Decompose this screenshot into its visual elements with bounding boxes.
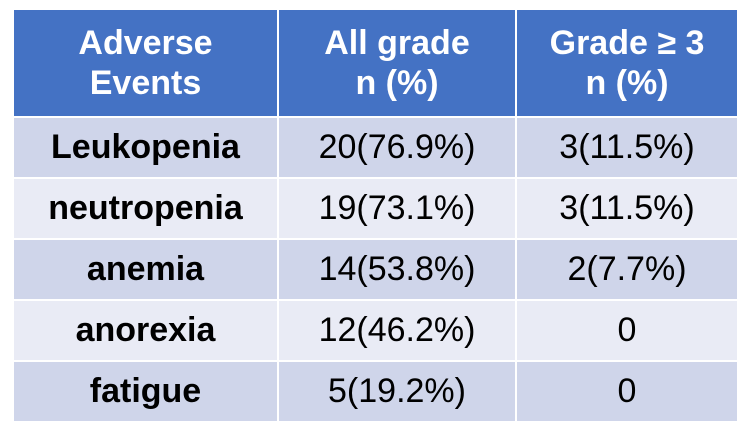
table-row: fatigue 5(19.2%) 0 xyxy=(12,360,739,423)
event-cell: anemia xyxy=(12,238,279,301)
header-all-grade: All grade n (%) xyxy=(277,8,517,118)
header-line: Grade ≥ 3 xyxy=(549,24,705,62)
grade3-cell: 0 xyxy=(515,360,739,423)
table-row: anorexia 12(46.2%) 0 xyxy=(12,299,739,362)
grade3-cell: 0 xyxy=(515,299,739,362)
header-line: Events xyxy=(89,64,202,102)
grade3-cell: 2(7.7%) xyxy=(515,238,739,301)
adverse-events-table: Adverse Events All grade n (%) Grade ≥ 3… xyxy=(12,8,739,423)
table-header: Adverse Events All grade n (%) Grade ≥ 3… xyxy=(12,8,739,118)
all-grade-cell: 5(19.2%) xyxy=(277,360,517,423)
table-row: anemia 14(53.8%) 2(7.7%) xyxy=(12,238,739,301)
header-line: Adverse xyxy=(78,24,213,62)
table-row: Leukopenia 20(76.9%) 3(11.5%) xyxy=(12,116,739,179)
event-cell: fatigue xyxy=(12,360,279,423)
table-body: Leukopenia 20(76.9%) 3(11.5%) neutropeni… xyxy=(12,116,739,423)
all-grade-cell: 12(46.2%) xyxy=(277,299,517,362)
event-cell: Leukopenia xyxy=(12,116,279,179)
event-cell: neutropenia xyxy=(12,177,279,240)
grade3-cell: 3(11.5%) xyxy=(515,116,739,179)
header-line: n (%) xyxy=(585,64,669,102)
all-grade-cell: 19(73.1%) xyxy=(277,177,517,240)
all-grade-cell: 14(53.8%) xyxy=(277,238,517,301)
event-cell: anorexia xyxy=(12,299,279,362)
header-line: n (%) xyxy=(355,64,439,102)
table-row: neutropenia 19(73.1%) 3(11.5%) xyxy=(12,177,739,240)
header-grade-3: Grade ≥ 3 n (%) xyxy=(515,8,739,118)
grade3-cell: 3(11.5%) xyxy=(515,177,739,240)
header-adverse-events: Adverse Events xyxy=(12,8,279,118)
header-line: All grade xyxy=(324,24,470,62)
all-grade-cell: 20(76.9%) xyxy=(277,116,517,179)
adverse-events-table-container: Adverse Events All grade n (%) Grade ≥ 3… xyxy=(12,8,739,423)
header-row: Adverse Events All grade n (%) Grade ≥ 3… xyxy=(12,8,739,118)
